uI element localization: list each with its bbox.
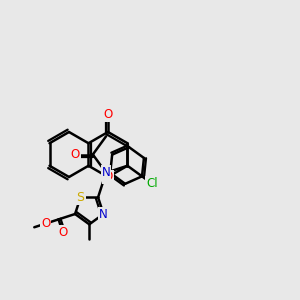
Text: S: S: [76, 191, 85, 204]
Text: N: N: [99, 208, 108, 220]
Text: N: N: [102, 166, 110, 179]
Text: Cl: Cl: [146, 177, 158, 190]
Text: O: O: [103, 170, 112, 184]
Text: O: O: [103, 108, 112, 121]
Text: O: O: [41, 217, 50, 230]
Text: O: O: [58, 226, 67, 239]
Text: O: O: [71, 148, 80, 161]
